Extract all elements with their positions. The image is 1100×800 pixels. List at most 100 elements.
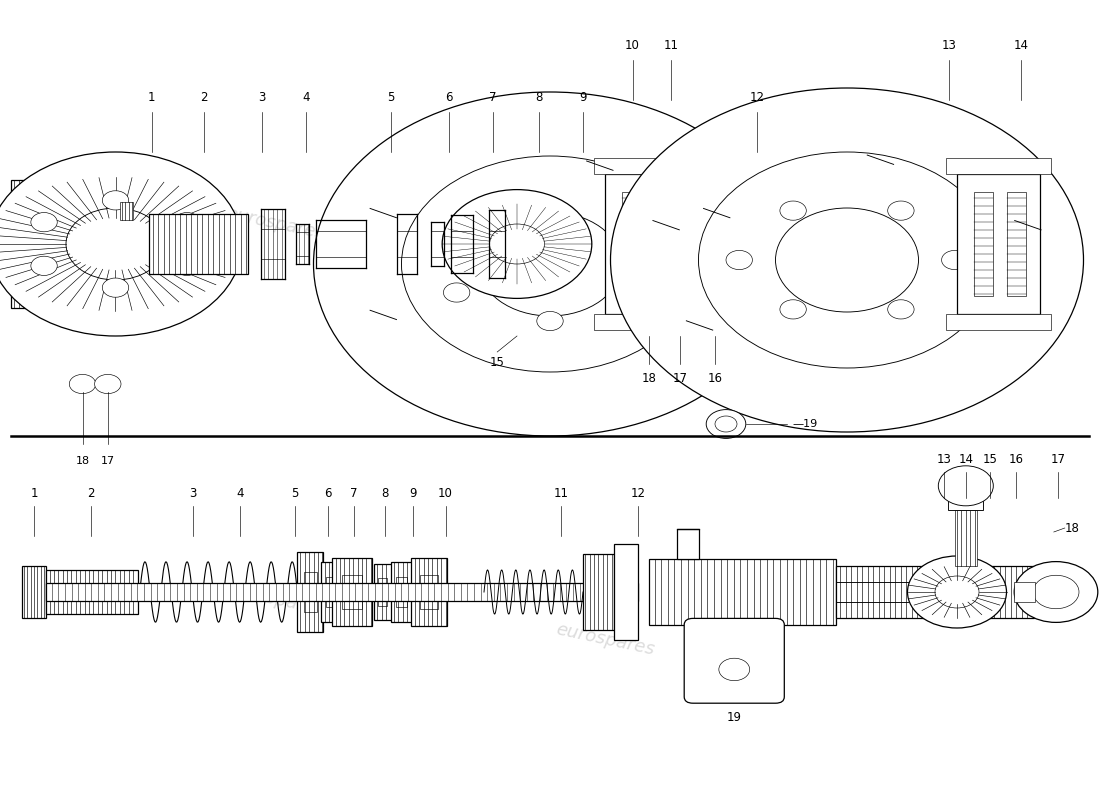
Circle shape <box>769 275 791 291</box>
Text: 16: 16 <box>707 372 723 385</box>
Bar <box>676 529 698 559</box>
Circle shape <box>935 576 979 608</box>
Circle shape <box>174 213 200 232</box>
Text: 19: 19 <box>727 711 741 724</box>
Bar <box>1014 582 1035 602</box>
Bar <box>326 577 334 607</box>
Bar <box>1006 192 1026 296</box>
Circle shape <box>1014 562 1098 622</box>
Bar <box>688 216 710 228</box>
Circle shape <box>769 197 791 213</box>
Bar <box>378 578 387 606</box>
Bar <box>654 192 674 296</box>
Circle shape <box>568 205 590 221</box>
Bar <box>321 562 339 622</box>
Text: 1: 1 <box>31 487 37 500</box>
Circle shape <box>812 236 834 252</box>
Bar <box>957 174 1040 314</box>
Circle shape <box>442 190 592 298</box>
Text: 2: 2 <box>88 487 95 500</box>
Bar <box>22 566 46 618</box>
Bar <box>411 558 447 626</box>
Circle shape <box>443 283 470 302</box>
Bar <box>304 572 317 612</box>
Circle shape <box>440 168 649 320</box>
Text: eurospares: eurospares <box>224 205 326 243</box>
Bar <box>332 558 372 626</box>
Text: 6: 6 <box>324 487 331 500</box>
Circle shape <box>499 267 521 283</box>
Circle shape <box>31 256 57 275</box>
Bar <box>946 158 1050 174</box>
Circle shape <box>630 283 657 302</box>
Circle shape <box>443 226 470 245</box>
Bar <box>148 214 248 274</box>
Bar <box>396 577 407 607</box>
Text: 18: 18 <box>76 456 89 466</box>
Bar <box>594 314 698 330</box>
Circle shape <box>465 236 487 252</box>
Bar <box>11 180 82 308</box>
Circle shape <box>537 198 563 217</box>
Bar <box>342 575 362 609</box>
Circle shape <box>610 88 1084 432</box>
Text: 18: 18 <box>641 372 657 385</box>
Circle shape <box>780 201 806 220</box>
Text: 2: 2 <box>200 91 207 104</box>
Text: eurospares: eurospares <box>224 581 326 619</box>
Circle shape <box>908 556 1007 628</box>
Text: 17: 17 <box>101 456 114 466</box>
Bar <box>583 554 614 630</box>
Text: 18: 18 <box>1065 522 1080 534</box>
Circle shape <box>537 311 563 330</box>
Text: 17: 17 <box>1050 453 1066 466</box>
Text: eurospares: eurospares <box>554 621 656 659</box>
Bar <box>614 544 638 640</box>
Text: 11: 11 <box>663 39 679 52</box>
Text: 1: 1 <box>148 91 155 104</box>
Text: 4: 4 <box>302 91 309 104</box>
Text: 17: 17 <box>672 372 688 385</box>
Text: 15: 15 <box>490 356 505 369</box>
Bar <box>605 174 688 314</box>
Circle shape <box>683 275 705 291</box>
Bar <box>46 570 138 614</box>
Circle shape <box>776 208 918 312</box>
Circle shape <box>602 236 624 252</box>
Circle shape <box>174 256 200 275</box>
Bar <box>420 575 438 609</box>
Circle shape <box>630 226 657 245</box>
Bar <box>649 559 836 625</box>
Bar <box>390 562 412 622</box>
Text: 5: 5 <box>292 487 298 500</box>
Bar <box>974 192 993 296</box>
Text: 13: 13 <box>936 453 952 466</box>
Circle shape <box>683 197 705 213</box>
Bar <box>594 158 698 174</box>
Circle shape <box>402 156 698 372</box>
FancyBboxPatch shape <box>684 618 784 703</box>
Circle shape <box>31 213 57 232</box>
Circle shape <box>719 658 750 681</box>
Circle shape <box>102 190 129 210</box>
Circle shape <box>640 236 662 252</box>
Bar <box>374 564 392 620</box>
Text: —19: —19 <box>792 419 817 429</box>
Circle shape <box>726 250 752 270</box>
Text: 7: 7 <box>490 91 496 104</box>
Text: 10: 10 <box>625 39 640 52</box>
Circle shape <box>671 196 803 292</box>
Bar <box>836 566 1034 618</box>
Circle shape <box>888 300 914 319</box>
Circle shape <box>568 267 590 283</box>
Text: 13: 13 <box>942 39 957 52</box>
Circle shape <box>715 416 737 432</box>
Text: 9: 9 <box>409 487 416 500</box>
Circle shape <box>102 278 129 298</box>
Text: 3: 3 <box>189 487 196 500</box>
Circle shape <box>478 212 622 316</box>
Text: 4: 4 <box>236 487 243 500</box>
Bar <box>120 202 133 220</box>
Text: eurospares: eurospares <box>554 237 656 275</box>
Text: 8: 8 <box>382 487 388 500</box>
